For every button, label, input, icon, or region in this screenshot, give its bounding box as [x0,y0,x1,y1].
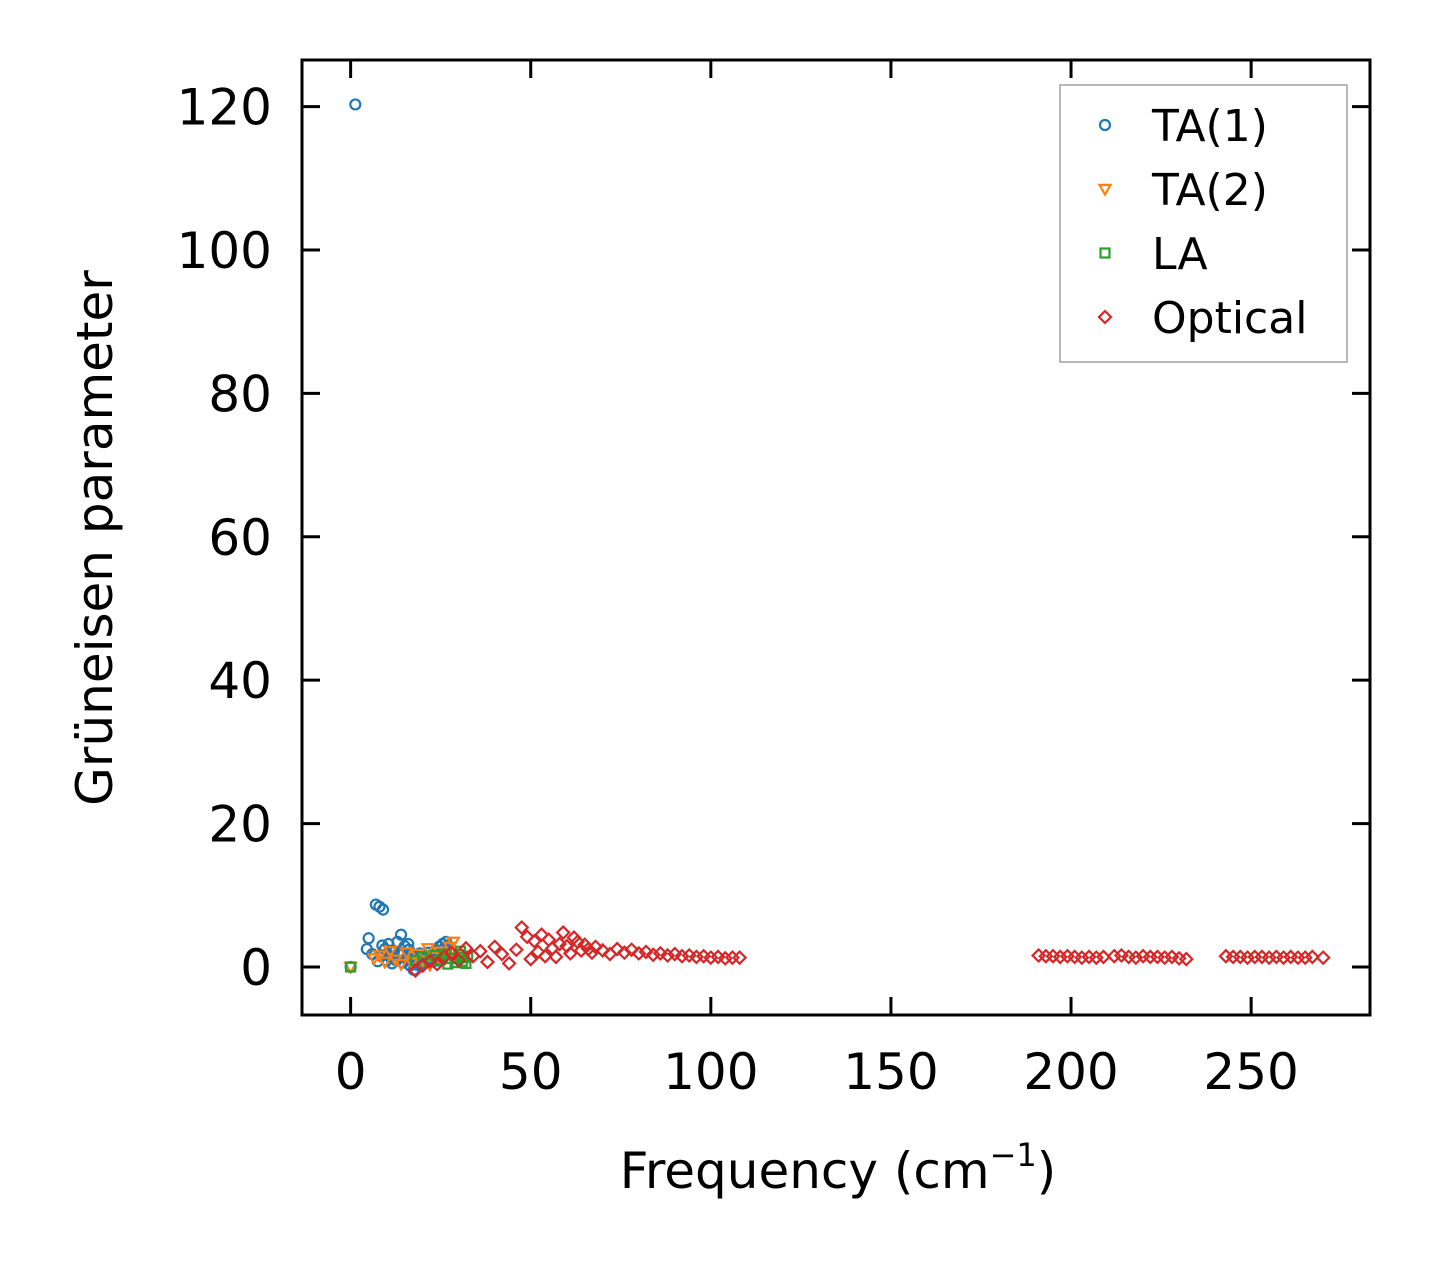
data-point-optical [595,942,611,959]
data-point-ta-2 [399,947,414,961]
data-point-optical [501,955,517,971]
legend: TA(1) TA(2) LA Optical [1059,84,1348,363]
x-tick-label: 50 [499,1043,563,1101]
x-tick-label: 150 [843,1043,938,1101]
data-point-ta-2 [393,958,409,972]
data-point-optical [1315,950,1331,966]
series-optical [407,919,1331,979]
legend-entry-ta-2: TA(2) [1097,165,1268,216]
legend-marker-ta-2 [1097,183,1113,197]
data-point-optical [562,945,578,961]
data-point-optical [573,942,589,959]
y-tick-label: 120 [177,79,272,137]
axis-tick-labels: 0 50 100 150 200 250 0 20 40 60 80 100 120 [177,79,1299,1101]
data-point-ta-1 [349,98,362,111]
data-point-optical [443,945,460,961]
data-point-optical [422,953,438,969]
x-tick-label: 200 [1023,1043,1118,1101]
data-point-ta-2 [372,950,387,964]
y-tick-label: 20 [208,796,272,854]
data-point-optical [494,946,510,962]
data-point-ta-1 [362,932,375,945]
data-point-optical [624,942,640,958]
legend-frame [1059,84,1348,363]
data-point-optical [523,951,539,967]
data-point-optical [451,952,467,969]
x-tick-label: 100 [663,1043,758,1101]
data-point-ta-2 [420,943,436,957]
legend-marker-ta-1 [1098,118,1112,132]
y-tick-label: 0 [240,939,272,997]
data-point-optical [631,945,647,961]
x-tick-label: 250 [1203,1043,1298,1101]
data-point-optical [537,948,553,964]
data-points [343,98,1331,979]
data-point-optical [732,950,748,966]
data-point-optical [508,942,524,958]
y-tick-label: 60 [208,509,272,567]
legend-entry-ta-1: TA(1) [1098,101,1268,152]
data-point-optical [616,945,632,961]
data-point-optical [479,954,496,970]
data-point-optical [530,944,546,960]
data-point-optical [519,929,535,945]
data-point-ta-2 [409,948,425,962]
data-point-optical [1304,949,1320,965]
data-point-optical [638,944,654,960]
data-point-la [345,961,357,973]
data-point-optical [526,933,542,949]
legend-label: Optical [1152,293,1307,344]
data-point-optical [472,943,488,959]
x-axis-label-close: ) [1037,1142,1057,1200]
data-point-optical [458,940,474,956]
data-point-ta-1 [394,928,408,941]
data-point-optical [548,949,564,965]
data-point-optical [1095,949,1112,965]
x-axis-label: Frequency (cm−1) [620,1136,1057,1200]
data-point-optical [487,939,503,955]
data-point-optical [1178,951,1194,967]
data-point-ta-2 [445,936,461,950]
data-point-optical [588,939,604,955]
data-point-optical [1128,950,1144,966]
y-tick-label: 80 [208,365,272,423]
data-point-ta-1 [376,903,390,916]
y-tick-label: 100 [177,222,272,280]
data-point-optical [429,956,445,972]
legend-label: LA [1152,229,1208,280]
data-point-optical [514,919,530,936]
data-point-optical [660,947,676,964]
data-point-optical [555,924,571,941]
legend-entry-la: LA [1099,229,1208,280]
legend-entry-optical: Optical [1097,293,1307,344]
data-point-optical [645,947,661,963]
legend-marker-optical [1097,309,1113,325]
data-point-ta-2 [377,956,393,970]
data-point-ta-2 [366,953,382,967]
data-point-ta-2 [382,945,398,959]
data-point-optical [533,927,550,943]
y-tick-label: 40 [208,652,272,710]
x-tick-label: 0 [335,1043,367,1101]
legend-label: TA(1) [1151,101,1268,152]
legend-label: TA(2) [1151,165,1268,216]
y-axis-label: Grüneisen parameter [66,270,124,806]
legend-marker-la [1099,247,1111,259]
data-point-optical [609,941,625,957]
x-axis-label-superscript: −1 [990,1136,1037,1174]
axis-ticks [302,60,1370,1015]
